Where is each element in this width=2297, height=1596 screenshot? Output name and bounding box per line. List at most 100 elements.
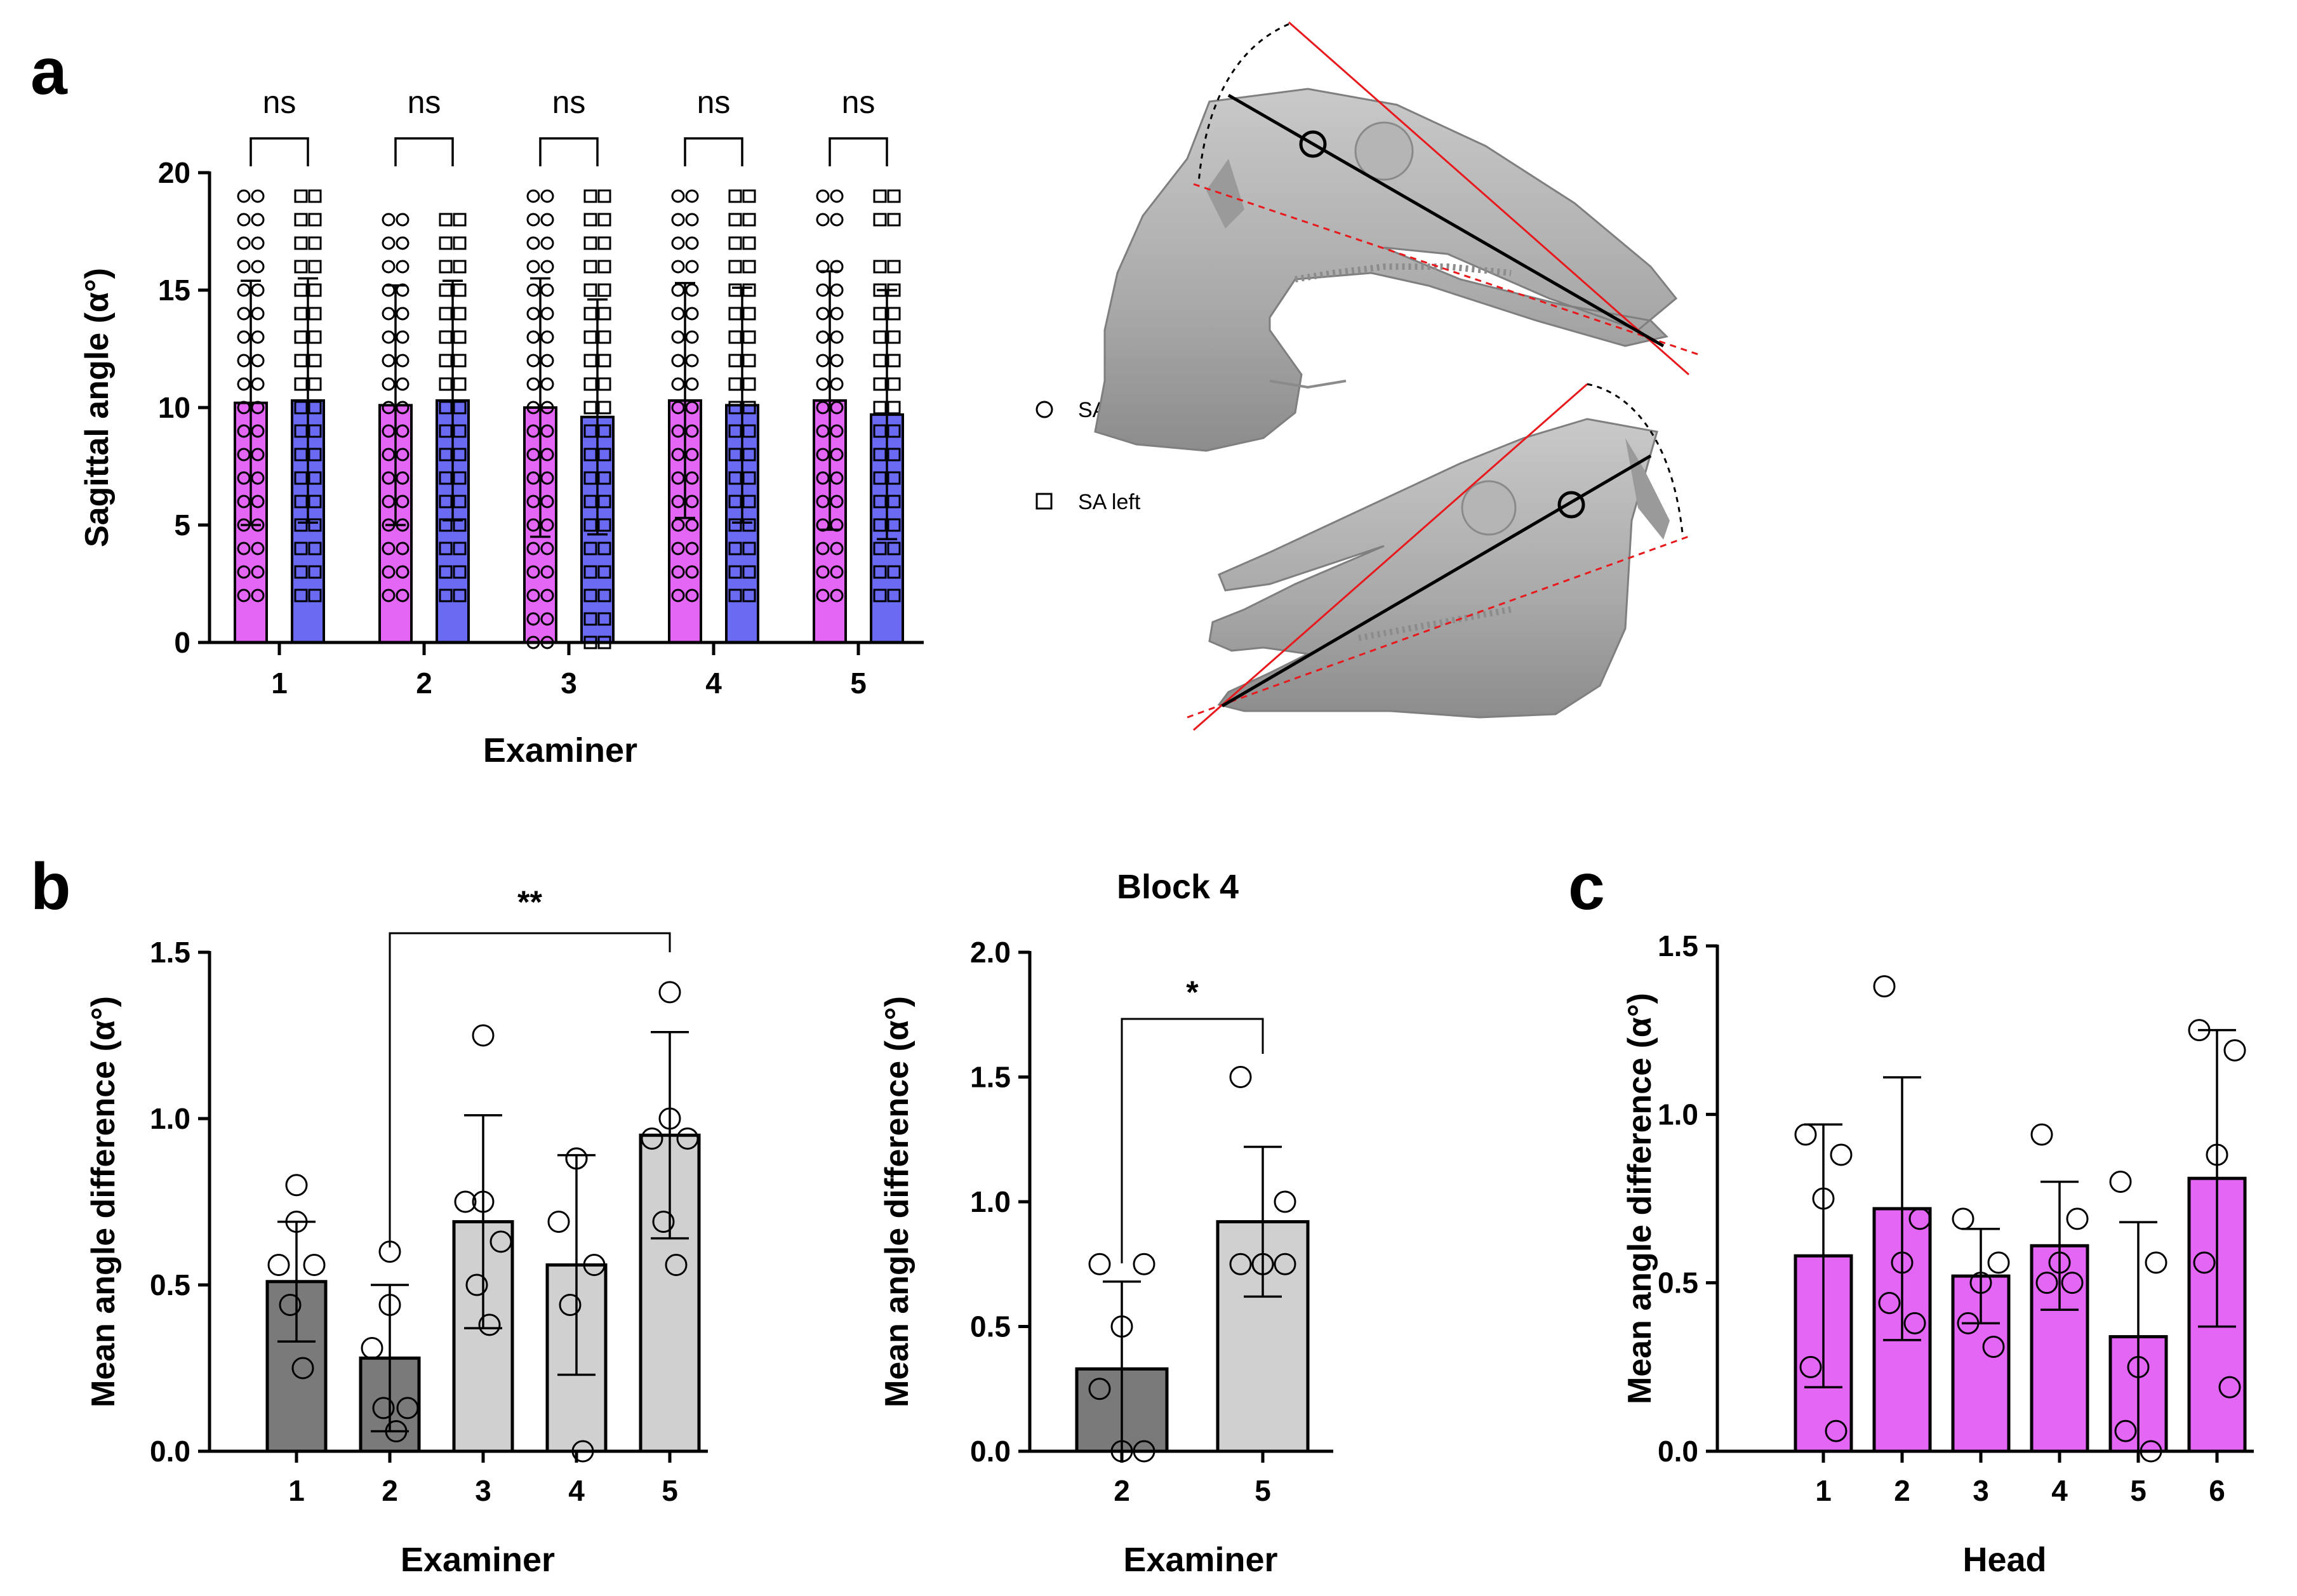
data-point-square bbox=[887, 377, 901, 391]
data-point-circle bbox=[685, 330, 699, 344]
data-point-circle bbox=[671, 401, 685, 415]
data-point-circle bbox=[526, 330, 540, 344]
data-point-square bbox=[728, 283, 742, 297]
data-point bbox=[2114, 1420, 2137, 1442]
data-point-circle bbox=[671, 283, 685, 297]
data-point-circle bbox=[251, 542, 265, 555]
data-point-square bbox=[742, 189, 756, 203]
data-point-square bbox=[887, 518, 901, 532]
data-point-square bbox=[308, 471, 322, 485]
skull-pivot-marker-bottom bbox=[1557, 491, 1585, 519]
data-point-square bbox=[887, 589, 901, 602]
data-point-circle bbox=[685, 307, 699, 321]
data-point-square bbox=[294, 589, 308, 602]
data-point-square bbox=[887, 189, 901, 203]
skull-shape-bottom bbox=[1208, 418, 1658, 719]
data-point-circle bbox=[382, 213, 396, 227]
data-point-circle bbox=[382, 542, 396, 555]
data-point-circle bbox=[251, 448, 265, 462]
skull-angle-arc-top bbox=[1197, 23, 1289, 183]
data-point-square bbox=[308, 189, 322, 203]
data-point-square bbox=[294, 471, 308, 485]
data-point-square bbox=[439, 495, 453, 509]
data-point-square bbox=[873, 518, 887, 532]
data-point-circle bbox=[526, 189, 540, 203]
significance-bracket bbox=[539, 137, 599, 166]
data-point bbox=[1794, 1123, 1817, 1146]
data-point-circle bbox=[526, 565, 540, 579]
data-point-circle bbox=[237, 448, 251, 462]
x-tick-label: 5 bbox=[1255, 1474, 1271, 1507]
data-point-square bbox=[742, 330, 756, 344]
data-point-circle bbox=[540, 589, 554, 602]
data-point-square bbox=[308, 565, 322, 579]
data-point-square bbox=[453, 377, 467, 391]
data-point-square bbox=[453, 495, 467, 509]
data-point-circle bbox=[382, 307, 396, 321]
data-point-circle bbox=[251, 236, 265, 250]
data-point-square bbox=[887, 424, 901, 438]
skull-red-line-top bbox=[1288, 21, 1689, 376]
y-tick-label: 1.5 bbox=[1658, 929, 1698, 962]
data-point-square bbox=[583, 495, 597, 509]
data-point-circle bbox=[382, 236, 396, 250]
data-point-circle bbox=[671, 495, 685, 509]
data-point-circle bbox=[671, 307, 685, 321]
data-point-square bbox=[308, 448, 322, 462]
data-point-square bbox=[873, 330, 887, 344]
x-tick-label: 6 bbox=[2209, 1474, 2225, 1507]
data-point-circle bbox=[816, 189, 830, 203]
data-point-square bbox=[742, 565, 756, 579]
data-point-square bbox=[742, 213, 756, 227]
data-point-circle bbox=[526, 518, 540, 532]
data-point-circle bbox=[382, 330, 396, 344]
data-point-circle bbox=[540, 495, 554, 509]
data-point-circle bbox=[671, 189, 685, 203]
y-tick-label: 5 bbox=[174, 509, 190, 542]
significance-label: ns bbox=[552, 84, 586, 120]
data-point-square bbox=[308, 401, 322, 415]
data-point bbox=[478, 1313, 501, 1336]
data-point-circle bbox=[685, 518, 699, 532]
data-point-square bbox=[873, 495, 887, 509]
significance-bracket bbox=[684, 137, 743, 166]
data-point-circle bbox=[671, 471, 685, 485]
data-point-circle bbox=[830, 471, 844, 485]
chart-block4-difference: 2 5 0.0 0.5 1.0 1.5 2.0 Mean angle difference (… bbox=[879, 868, 1333, 1579]
data-point bbox=[583, 1254, 606, 1277]
data-point-circle bbox=[830, 283, 844, 297]
significance-label: ns bbox=[842, 84, 876, 120]
y-tick-label: 1.0 bbox=[1658, 1098, 1698, 1131]
data-point-circle bbox=[685, 424, 699, 438]
data-point bbox=[1088, 1378, 1111, 1400]
data-point-square bbox=[294, 283, 308, 297]
data-point-square bbox=[873, 589, 887, 602]
data-point-circle bbox=[816, 377, 830, 391]
data-point-square bbox=[308, 542, 322, 555]
skull-orbit-top bbox=[1206, 159, 1244, 229]
data-point-square bbox=[873, 542, 887, 555]
data-point-square bbox=[728, 330, 742, 344]
data-point-square bbox=[439, 448, 453, 462]
data-point bbox=[1799, 1355, 1822, 1378]
chart-examiner-difference: 1 2 3 4 5 0.0 0.5 1.0 1.5 Mean angle difference (… bbox=[85, 884, 708, 1579]
data-point-circle bbox=[816, 542, 830, 555]
data-point-square bbox=[597, 612, 611, 626]
data-point-circle bbox=[671, 518, 685, 532]
skull-red-dashed-top bbox=[1193, 183, 1702, 357]
significance-bracket bbox=[829, 137, 888, 166]
data-point-square bbox=[597, 330, 611, 344]
data-point-square bbox=[728, 424, 742, 438]
data-point bbox=[291, 1357, 314, 1380]
data-point bbox=[396, 1397, 419, 1420]
data-point bbox=[2109, 1170, 2132, 1193]
data-point-circle bbox=[671, 236, 685, 250]
data-point-square bbox=[742, 589, 756, 602]
data-point-square bbox=[453, 471, 467, 485]
data-point-circle bbox=[816, 424, 830, 438]
data-point-square bbox=[597, 213, 611, 227]
data-point-square bbox=[887, 565, 901, 579]
data-point-circle bbox=[237, 213, 251, 227]
data-point-square bbox=[439, 589, 453, 602]
data-point-square bbox=[742, 448, 756, 462]
